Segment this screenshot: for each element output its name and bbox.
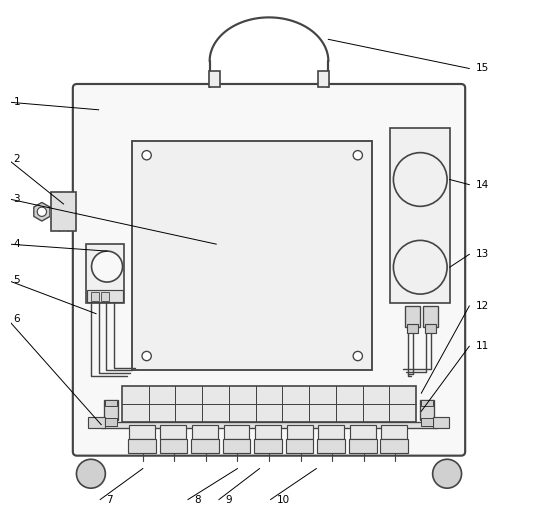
Bar <box>349 439 377 453</box>
Text: 11: 11 <box>476 341 489 351</box>
Text: 1: 1 <box>13 97 20 107</box>
Bar <box>101 292 109 301</box>
Bar <box>390 128 450 304</box>
Bar <box>191 439 219 453</box>
Bar <box>101 422 437 428</box>
Bar <box>224 425 250 439</box>
Circle shape <box>433 459 462 488</box>
Bar <box>51 193 76 231</box>
Bar <box>160 425 186 439</box>
Text: 5: 5 <box>13 275 20 285</box>
Circle shape <box>142 351 151 361</box>
Bar <box>192 425 218 439</box>
Bar <box>91 292 98 301</box>
Bar <box>86 244 124 304</box>
Text: 9: 9 <box>225 495 232 504</box>
FancyBboxPatch shape <box>73 84 465 456</box>
Bar <box>433 417 449 428</box>
Text: 12: 12 <box>476 301 489 311</box>
Bar <box>87 291 123 302</box>
Bar <box>129 425 155 439</box>
Bar <box>381 425 407 439</box>
Bar <box>420 400 434 419</box>
Bar <box>407 323 417 333</box>
Bar <box>380 439 408 453</box>
Circle shape <box>353 151 363 160</box>
Text: 2: 2 <box>13 154 20 164</box>
Polygon shape <box>34 202 50 221</box>
Circle shape <box>76 459 105 488</box>
Circle shape <box>393 240 447 294</box>
Text: 8: 8 <box>194 495 201 504</box>
Bar <box>223 439 250 453</box>
Bar <box>405 306 420 326</box>
Text: 13: 13 <box>476 249 489 260</box>
Bar <box>254 439 282 453</box>
Bar <box>421 418 433 426</box>
Bar <box>255 425 281 439</box>
Bar <box>88 417 105 428</box>
Text: 3: 3 <box>13 194 20 203</box>
Text: 4: 4 <box>13 239 20 249</box>
Bar <box>350 425 376 439</box>
Text: 6: 6 <box>13 314 20 324</box>
Circle shape <box>353 351 363 361</box>
Bar <box>286 439 314 453</box>
Bar <box>122 386 416 422</box>
Bar <box>287 425 313 439</box>
Bar <box>425 323 436 333</box>
Bar <box>132 141 372 371</box>
Text: 7: 7 <box>107 495 113 504</box>
Bar <box>318 71 329 87</box>
Bar <box>160 439 187 453</box>
Circle shape <box>91 251 123 282</box>
Bar <box>209 71 220 87</box>
Circle shape <box>142 151 151 160</box>
Bar <box>128 439 155 453</box>
Circle shape <box>393 153 447 207</box>
Bar <box>317 439 345 453</box>
Text: 14: 14 <box>476 180 489 189</box>
Text: 15: 15 <box>476 63 489 74</box>
Text: 10: 10 <box>277 495 290 504</box>
Bar <box>421 400 433 406</box>
Bar <box>105 418 117 426</box>
Bar <box>318 425 344 439</box>
Bar <box>104 400 118 419</box>
Bar <box>423 306 438 326</box>
Circle shape <box>37 207 46 216</box>
Bar <box>105 400 117 406</box>
